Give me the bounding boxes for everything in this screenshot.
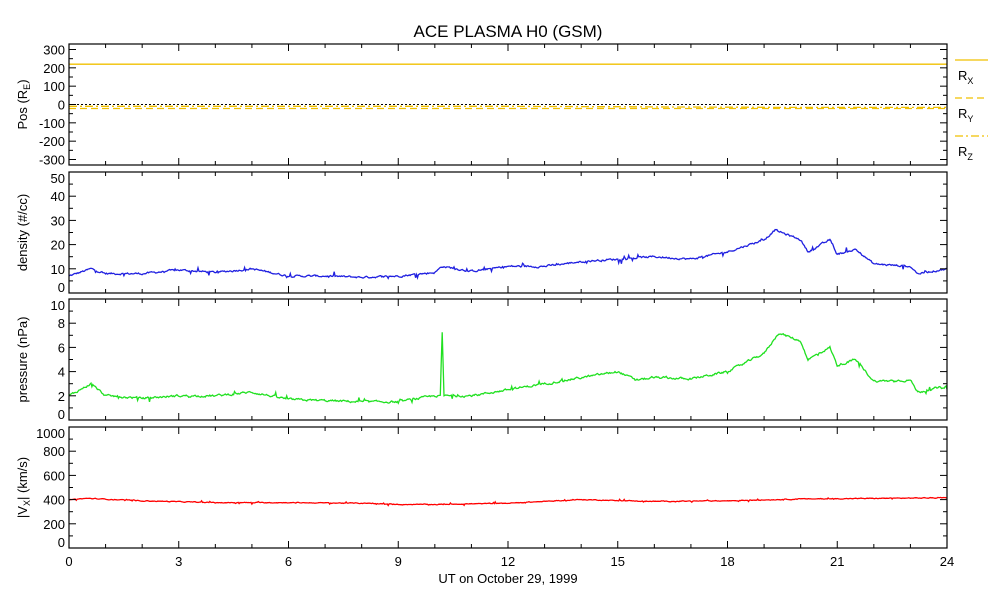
y-tick-label: 4 — [58, 365, 65, 380]
x-tick-label: 6 — [285, 554, 292, 569]
x-tick-label: 12 — [501, 554, 515, 569]
y-tick-label: 200 — [43, 517, 65, 532]
x-tick-label: 18 — [720, 554, 734, 569]
y-tick-label: 300 — [43, 43, 65, 58]
panel-density: 0 10 20 30 40 50 density (#/cc) — [15, 171, 948, 295]
panel-frame — [68, 426, 948, 549]
y-tick-label: 50 — [51, 171, 65, 186]
y-tick-label: 10 — [51, 298, 65, 313]
panel-position: -300 -200 -100 0 100 200 300 Pos (RE) RX RY RZ — [15, 43, 988, 168]
y-tick-label: 400 — [43, 493, 65, 508]
y-tick-label: 6 — [58, 340, 65, 355]
chart-title: ACE PLASMA H0 (GSM) — [414, 22, 603, 41]
x-tick-label: 9 — [395, 554, 402, 569]
legend-label-z: RZ — [958, 144, 973, 162]
y-axis-label: |VX| (km/s) — [15, 457, 32, 518]
y-tick-label: 0 — [58, 535, 65, 550]
y-tick-label: 0 — [58, 98, 65, 113]
legend-label-x: RX — [958, 68, 973, 86]
y-axis-label: pressure (nPa) — [15, 317, 30, 403]
series-Vx — [69, 496, 948, 507]
y-tick-label: -300 — [39, 153, 65, 168]
legend-label-y: RY — [958, 106, 973, 124]
y-tick-label: 0 — [58, 280, 65, 295]
y-tick-label: -100 — [39, 116, 65, 131]
y-tick-label: 20 — [51, 238, 65, 253]
y-tick-label: 100 — [43, 79, 65, 94]
y-tick-label: 200 — [43, 61, 65, 76]
y-tick-label: 1000 — [36, 426, 65, 441]
x-tick-label: 21 — [830, 554, 844, 569]
x-tick-label: 0 — [65, 554, 72, 569]
x-axis-label: UT on October 29, 1999 — [438, 571, 577, 586]
x-tick-label: 3 — [175, 554, 182, 569]
y-tick-label: 2 — [58, 389, 65, 404]
x-tick-label: 24 — [940, 554, 954, 569]
x-tick-label: 15 — [611, 554, 625, 569]
y-tick-label: 600 — [43, 468, 65, 483]
panel-pressure: 0 2 4 6 8 10 pressure (nPa) — [15, 298, 948, 422]
y-tick-label: 8 — [58, 316, 65, 331]
y-tick-label: -200 — [39, 134, 65, 149]
panel-frame — [68, 171, 948, 294]
panel-frame — [68, 43, 948, 166]
series-pressure — [68, 332, 948, 405]
panel-frame — [68, 298, 948, 421]
y-axis-label: Pos (RE) — [15, 79, 32, 129]
y-tick-label: 30 — [51, 213, 65, 228]
y-axis-label: density (#/cc) — [15, 194, 30, 271]
series-Rz — [69, 105, 947, 109]
y-tick-label: 800 — [43, 444, 65, 459]
y-tick-label: 10 — [51, 262, 65, 277]
y-tick-label: 40 — [51, 189, 65, 204]
y-tick-label: 0 — [58, 407, 65, 422]
series-density — [68, 228, 948, 280]
panel-velocity: 0 200 400 600 800 1000 |VX| (km/s) — [15, 426, 948, 550]
